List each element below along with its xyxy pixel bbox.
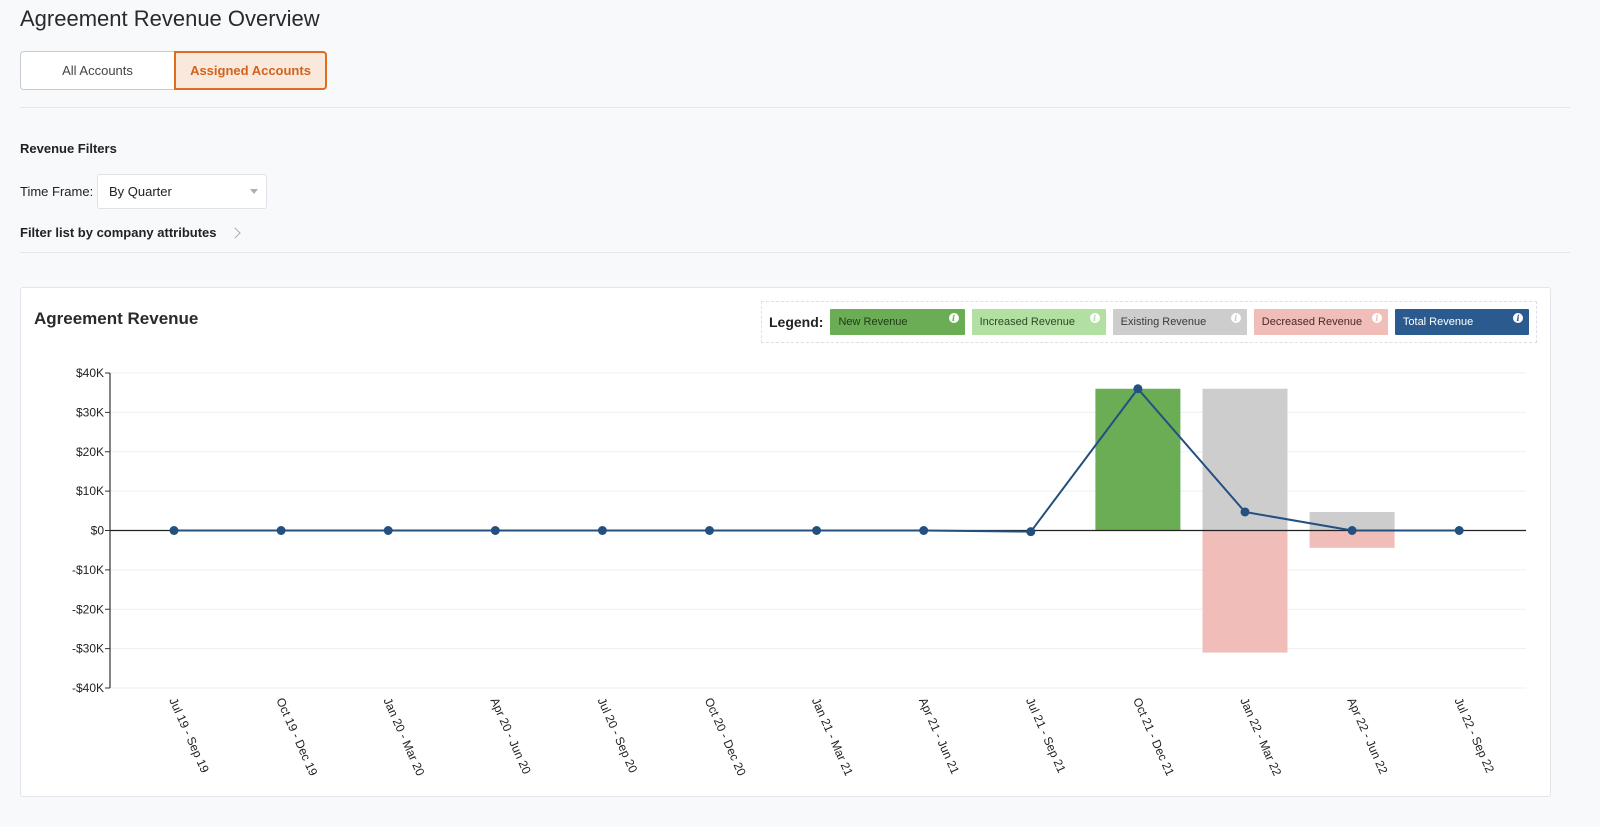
- bar-decreased-revenue: [1202, 530, 1288, 653]
- chevron-right-icon: [228, 226, 241, 239]
- legend-increased-revenue[interactable]: Increased Revenue i: [971, 309, 1106, 335]
- bar-new-revenue: [1095, 388, 1181, 531]
- info-icon[interactable]: i: [1230, 313, 1241, 323]
- legend-existing-revenue[interactable]: Existing Revenue i: [1112, 309, 1247, 335]
- chart-legend: Legend: New Revenue i Increased Revenue …: [761, 301, 1537, 343]
- bar-decreased-revenue: [1309, 530, 1395, 548]
- legend-item-label: Total Revenue: [1402, 316, 1474, 328]
- y-tick-label: $30K: [76, 405, 104, 419]
- legend-item-label: New Revenue: [838, 316, 908, 328]
- revenue-filters-heading: Revenue Filters: [20, 141, 117, 156]
- legend-item-label: Increased Revenue: [979, 316, 1075, 328]
- y-tick-label: $10K: [76, 484, 104, 498]
- total-revenue-point: [705, 526, 714, 535]
- x-tick-label: Jul 22 - Sep 22: [1451, 696, 1497, 776]
- time-frame-label: Time Frame:: [20, 184, 94, 199]
- x-tick-label: Jul 21 - Sep 21: [1023, 696, 1069, 776]
- assigned-accounts-button[interactable]: Assigned Accounts: [174, 51, 327, 90]
- total-revenue-point: [1026, 527, 1036, 537]
- info-icon[interactable]: i: [1513, 313, 1523, 323]
- time-frame-select[interactable]: By Quarter: [97, 174, 267, 209]
- x-tick-label: Jan 20 - Mar 20: [380, 696, 427, 779]
- total-revenue-point: [597, 526, 607, 535]
- x-tick-label: Oct 21 - Dec 21: [1130, 696, 1177, 779]
- revenue-chart: $40K $30K $20K $10K $0 -$10K -$20K -$30K -$40K Ju…: [72, 366, 1526, 779]
- total-revenue-point: [1347, 526, 1357, 535]
- page-title: Agreement Revenue Overview: [20, 6, 320, 31]
- x-tick-label: Jul 20 - Sep 20: [595, 696, 641, 776]
- y-tick-label: $40K: [76, 366, 104, 380]
- total-revenue-point: [812, 526, 822, 535]
- company-attributes-filter-toggle[interactable]: Filter list by company attributes: [20, 225, 241, 240]
- x-tick-label: Jul 19 - Sep 19: [166, 696, 212, 776]
- account-scope-toggle: All Accounts Assigned Accounts: [20, 51, 327, 90]
- agreement-revenue-card: $40K $30K $20K $10K $0 -$10K -$20K -$30K -$40K Ju…: [20, 287, 1551, 797]
- y-tick-label: -$10K: [72, 563, 104, 577]
- x-tick-label: Apr 21 - Jun 21: [916, 696, 962, 777]
- total-revenue-point: [919, 526, 929, 535]
- x-tick-label: Jan 22 - Mar 22: [1237, 696, 1284, 779]
- total-revenue-point: [169, 526, 179, 535]
- chart-title: Agreement Revenue: [34, 309, 199, 328]
- total-revenue-point: [276, 526, 286, 535]
- total-revenue-point: [1133, 384, 1143, 394]
- all-accounts-button[interactable]: All Accounts: [20, 51, 174, 90]
- y-tick-label: $0: [91, 524, 105, 538]
- x-tick-label: Apr 22 - Jun 22: [1344, 696, 1390, 777]
- total-revenue-point: [1454, 526, 1464, 535]
- divider: [20, 107, 1570, 108]
- x-tick-label: Jan 21 - Mar 21: [809, 696, 856, 779]
- legend-item-label: Decreased Revenue: [1261, 316, 1363, 328]
- legend-item-label: Existing Revenue: [1120, 316, 1207, 328]
- info-icon[interactable]: i: [1371, 313, 1382, 323]
- x-tick-label: Oct 20 - Dec 20: [702, 696, 749, 779]
- y-tick-label: -$30K: [72, 642, 104, 656]
- company-attributes-filter-label: Filter list by company attributes: [20, 225, 217, 240]
- total-revenue-point: [1240, 507, 1250, 517]
- legend-new-revenue[interactable]: New Revenue i: [830, 309, 965, 335]
- y-tick-label: -$40K: [72, 681, 104, 695]
- legend-total-revenue[interactable]: Total Revenue i: [1394, 309, 1529, 335]
- info-icon[interactable]: i: [948, 313, 959, 323]
- info-icon[interactable]: i: [1089, 313, 1100, 323]
- total-revenue-point: [383, 526, 393, 535]
- y-tick-label: -$20K: [72, 602, 104, 616]
- legend-label: Legend:: [769, 314, 824, 330]
- x-tick-label: Apr 20 - Jun 20: [488, 696, 534, 777]
- x-tick-label: Oct 19 - Dec 19: [273, 696, 320, 779]
- time-frame-value: By Quarter: [109, 184, 172, 199]
- divider: [20, 252, 1570, 253]
- total-revenue-point: [490, 526, 500, 535]
- y-tick-label: $20K: [76, 445, 104, 459]
- bar-existing-revenue: [1202, 388, 1288, 531]
- caret-down-icon: [250, 189, 258, 194]
- legend-decreased-revenue[interactable]: Decreased Revenue i: [1253, 309, 1388, 335]
